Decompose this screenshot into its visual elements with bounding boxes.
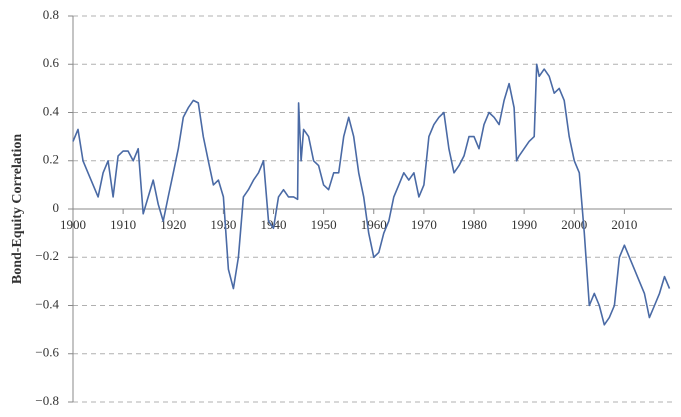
y-tick-label: 0.8 bbox=[43, 7, 59, 22]
y-tick-label: −0.4 bbox=[35, 296, 59, 311]
y-tick-label: −0.2 bbox=[35, 248, 59, 263]
x-tick-label: 1980 bbox=[461, 217, 487, 232]
x-tick-label: 1990 bbox=[511, 217, 537, 232]
y-tick-label: −0.6 bbox=[35, 345, 59, 360]
x-tick-label: 2000 bbox=[561, 217, 587, 232]
y-tick-label: 0.4 bbox=[43, 103, 60, 118]
y-tick-label: 0.2 bbox=[43, 152, 59, 167]
x-tick-label: 1950 bbox=[311, 217, 337, 232]
x-tick-label: 1970 bbox=[411, 217, 437, 232]
x-tick-label: 1900 bbox=[60, 217, 86, 232]
x-tick-label: 1910 bbox=[110, 217, 136, 232]
x-tick-label: 1920 bbox=[160, 217, 186, 232]
x-tick-label: 1960 bbox=[361, 217, 387, 232]
x-tick-label: 1930 bbox=[210, 217, 236, 232]
y-tick-label: 0.6 bbox=[43, 55, 60, 70]
y-axis-label: Bond-Equity Correlation bbox=[10, 134, 25, 284]
x-tick-label: 2010 bbox=[611, 217, 637, 232]
y-tick-label: 0 bbox=[53, 200, 60, 215]
data-line bbox=[72, 63, 671, 326]
y-tick-label: −0.8 bbox=[35, 393, 59, 408]
